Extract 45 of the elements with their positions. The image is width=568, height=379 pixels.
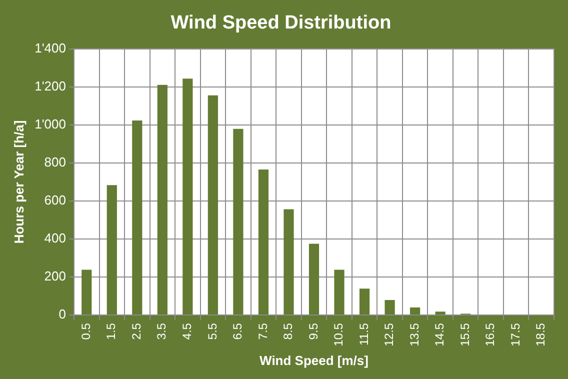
bar (82, 270, 92, 315)
bar (132, 120, 142, 315)
y-tick-label: 200 (44, 268, 66, 284)
x-tick-label: 11.5 (356, 322, 371, 346)
bar (208, 95, 218, 315)
bar (359, 288, 370, 315)
x-axis-title: Wind Speed [m/s] (260, 352, 368, 368)
y-tick-label: 800 (44, 154, 66, 170)
bar (233, 128, 244, 315)
y-tick-label: 1'200 (34, 78, 66, 94)
x-tick-label: 15.5 (458, 322, 472, 346)
bar (435, 312, 446, 315)
x-tick-label: 12.5 (382, 322, 396, 346)
y-tick-label: 1'400 (34, 40, 66, 56)
bar (106, 185, 117, 315)
x-tick-label: 3.5 (154, 322, 169, 340)
bar (308, 244, 320, 315)
x-tick-label: 7.5 (256, 322, 270, 340)
x-tick-label: 8.5 (281, 322, 296, 340)
x-tick-label: 9.5 (306, 322, 320, 340)
bar (157, 84, 168, 315)
y-tick-label: 400 (44, 230, 66, 246)
x-tick-label: 17.5 (508, 322, 522, 346)
y-tick-label: 600 (44, 192, 66, 208)
x-tick-label: 13.5 (407, 322, 422, 346)
x-tick-label: 16.5 (483, 322, 498, 346)
x-tick-label: 4.5 (180, 322, 194, 340)
x-tick-label: 5.5 (205, 322, 220, 340)
bar (410, 307, 420, 315)
x-tick-label: 6.5 (230, 322, 245, 340)
x-tick-label: 10.5 (332, 322, 346, 346)
bar (284, 209, 294, 315)
x-tick-label: 1.5 (104, 322, 118, 340)
bar (334, 270, 344, 315)
y-tick-label: 0 (58, 306, 66, 322)
bar (384, 300, 395, 315)
bar (182, 78, 193, 315)
y-tick-label: 1'000 (34, 116, 66, 132)
y-axis-title: Hours per Year [h/a] (11, 120, 26, 244)
x-tick-label: 2.5 (129, 322, 144, 340)
bar (258, 170, 269, 315)
chart-title: Wind Speed Distribution (170, 12, 392, 34)
x-tick-label: 18.5 (534, 322, 548, 346)
x-tick-label: 0.5 (78, 322, 93, 340)
x-tick-label: 14.5 (432, 322, 447, 346)
